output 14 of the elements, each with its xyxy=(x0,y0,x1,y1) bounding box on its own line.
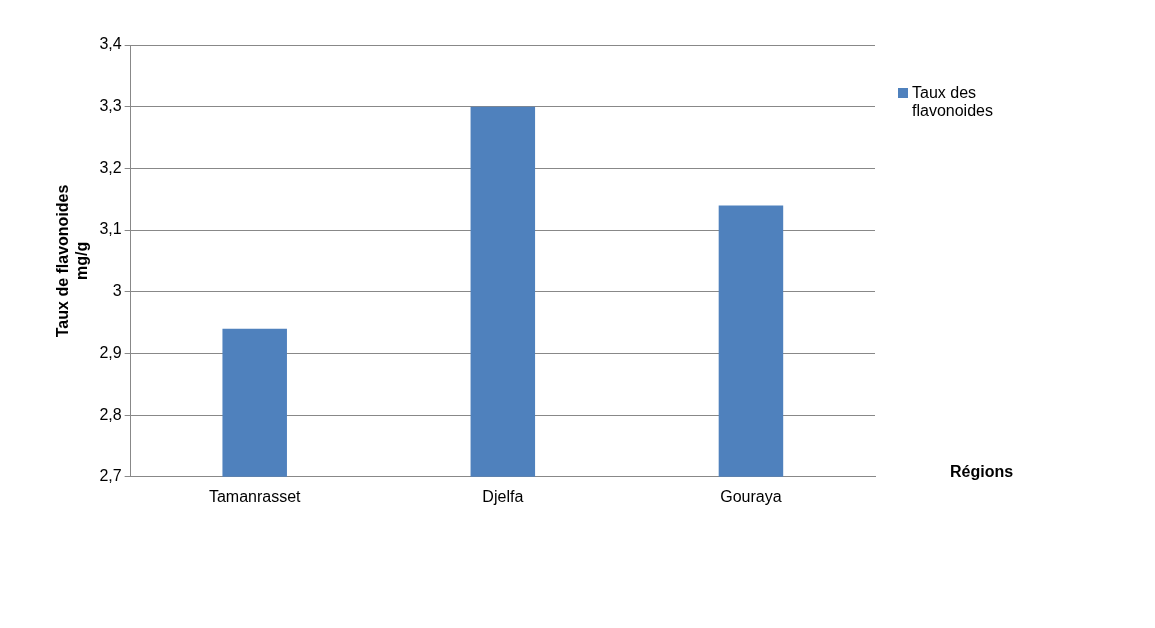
x-axis-title: Régions xyxy=(950,463,1014,481)
x-tick-label: Gouraya xyxy=(720,487,782,505)
y-tick-label: 2,9 xyxy=(99,343,122,361)
y-tick-label: 3,3 xyxy=(99,97,122,115)
y-tick-label: 2,7 xyxy=(99,467,122,485)
y-tick-label: 3,1 xyxy=(99,220,122,238)
y-tick-label: 3 xyxy=(112,282,122,300)
y-axis-title: Taux de flavonoides mg/g xyxy=(54,184,91,338)
legend-label: Taux des flavonoides xyxy=(912,84,994,120)
x-tick-label: Djelfa xyxy=(482,487,524,505)
y-tick-label: 3,4 xyxy=(99,35,122,53)
y-tick-label: 2,8 xyxy=(99,405,122,423)
x-tick-label: Tamanrasset xyxy=(208,487,302,505)
y-tick-label: 3,2 xyxy=(99,158,122,176)
